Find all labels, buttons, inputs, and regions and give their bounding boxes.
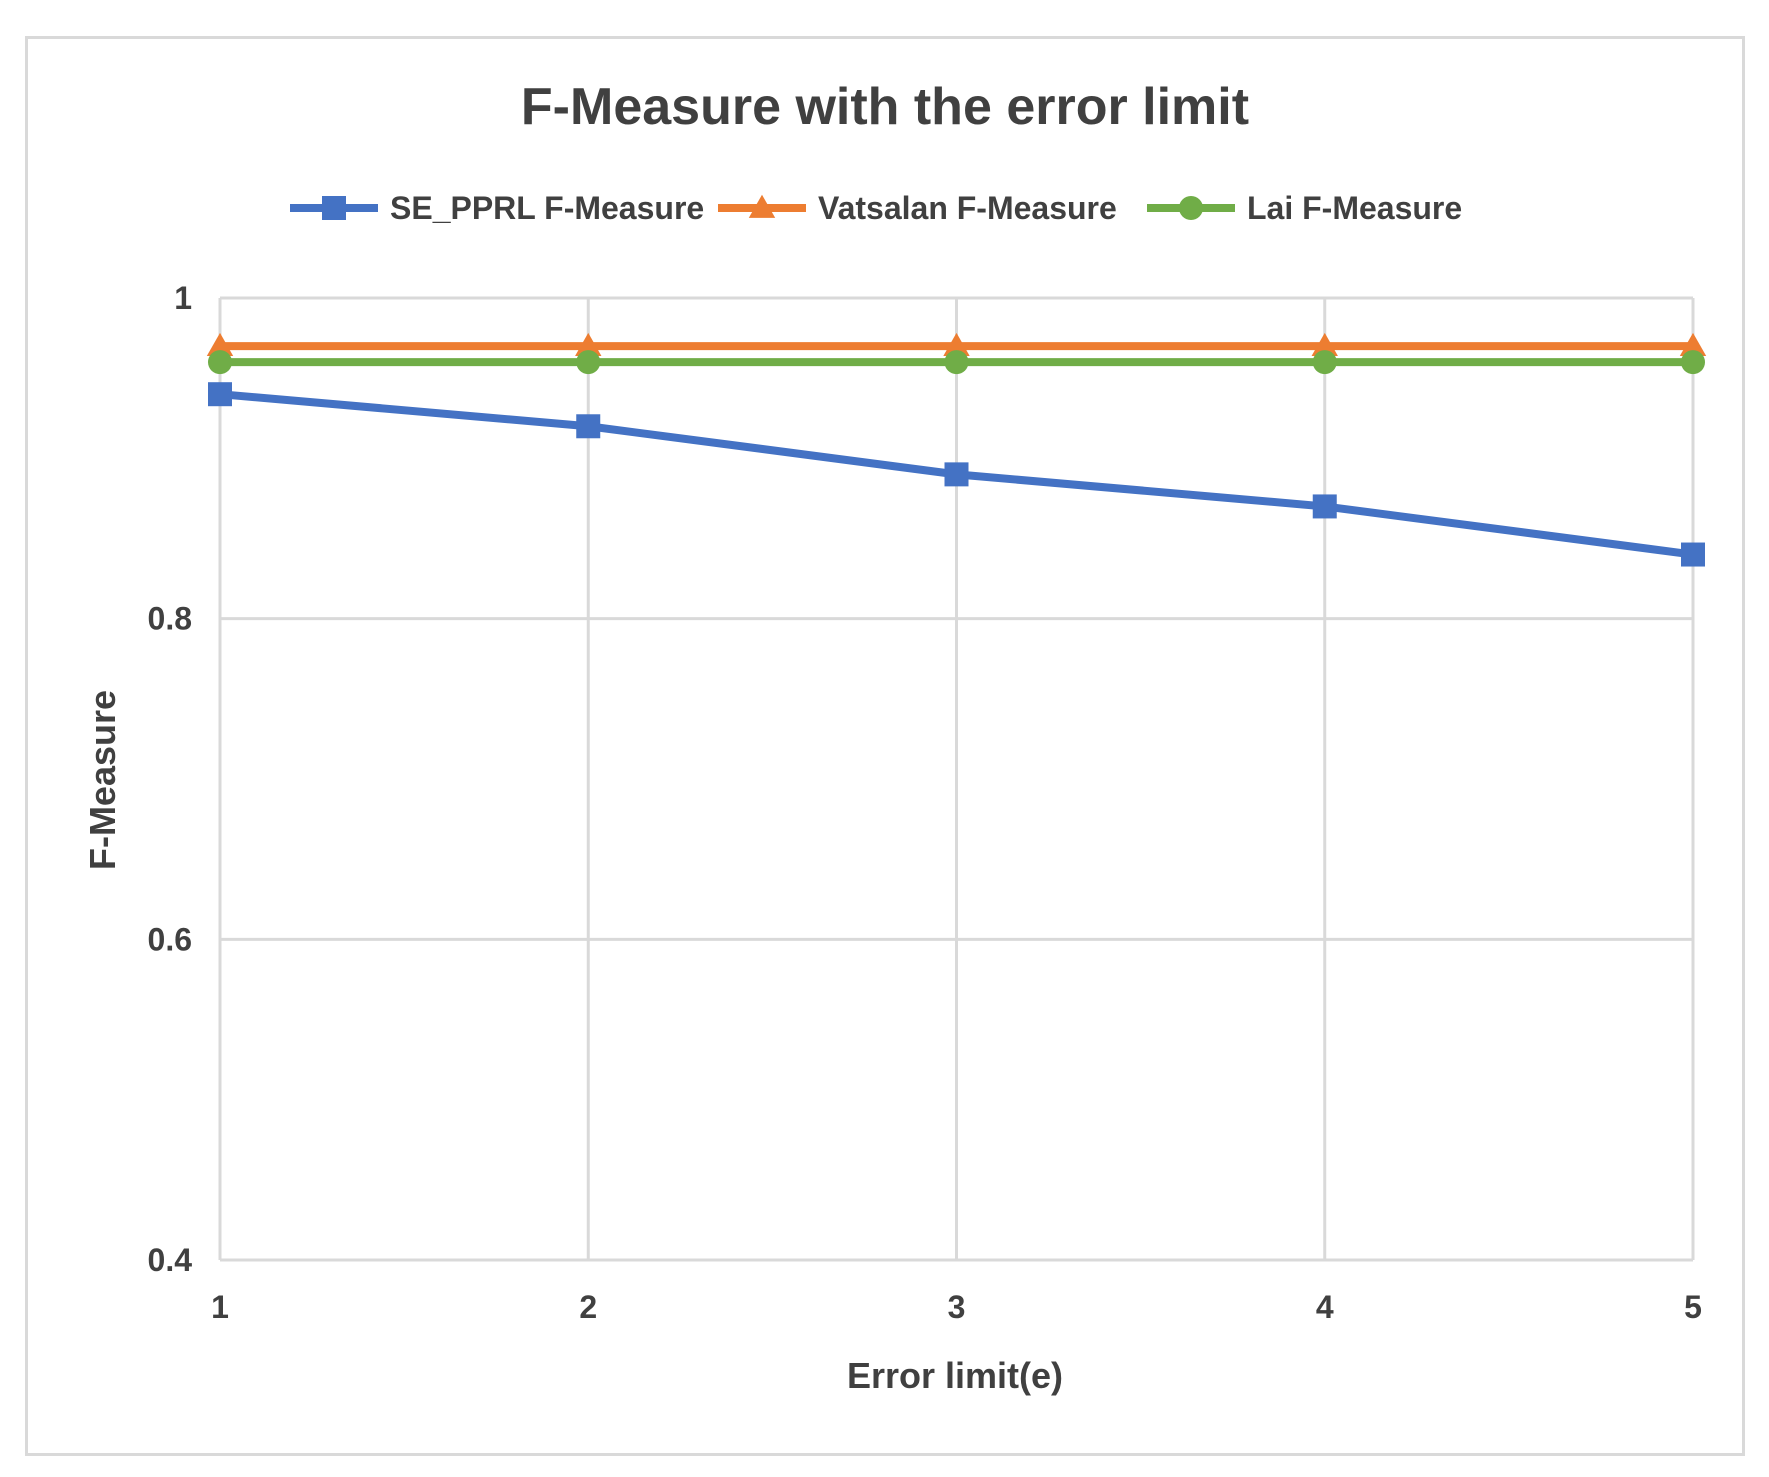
legend-marker xyxy=(1179,196,1203,220)
x-tick-label: 2 xyxy=(579,1289,597,1325)
series-circle xyxy=(208,350,1705,375)
data-point xyxy=(1679,332,1707,356)
chart-title: F-Measure with the error limit xyxy=(521,78,1249,136)
data-point xyxy=(208,350,232,375)
series-square xyxy=(208,382,1705,567)
data-point xyxy=(1312,350,1337,375)
legend-item: SE_PPRL F-Measure xyxy=(290,190,704,226)
gridlines xyxy=(218,296,1695,1262)
x-tick-label: 5 xyxy=(1684,1289,1702,1325)
y-tick-label: 0.6 xyxy=(148,921,192,957)
data-point xyxy=(1681,542,1705,567)
data-point xyxy=(1311,332,1338,356)
legend-label: Vatsalan F-Measure xyxy=(818,190,1117,226)
x-tick-label: 3 xyxy=(948,1289,966,1325)
data-point xyxy=(208,382,232,407)
y-tick-label: 0.4 xyxy=(148,1242,193,1278)
data-point xyxy=(576,414,601,439)
legend-item: Lai F-Measure xyxy=(1147,190,1462,226)
data-point xyxy=(944,350,969,375)
data-point xyxy=(1312,494,1337,519)
x-tick-label: 4 xyxy=(1316,1289,1334,1325)
legend-label: SE_PPRL F-Measure xyxy=(390,190,704,226)
legend: SE_PPRL F-Measure Vatsalan F-Measure Lai F… xyxy=(290,190,1462,226)
data-point xyxy=(943,332,970,356)
y-axis-ticks: 0.4 0.6 0.8 1 xyxy=(148,280,193,1278)
legend-marker xyxy=(322,196,346,220)
x-tick-label: 1 xyxy=(211,1289,229,1325)
data-point xyxy=(576,350,601,375)
data-point xyxy=(575,332,602,356)
x-axis-title: Error limit(e) xyxy=(847,1355,1063,1396)
data-point xyxy=(944,462,969,487)
y-tick-label: 0.8 xyxy=(148,601,192,637)
x-axis-ticks: 1 2 3 4 5 xyxy=(211,1289,1702,1325)
chart-frame xyxy=(25,36,1745,1456)
legend-item: Vatsalan F-Measure xyxy=(718,190,1117,226)
data-point xyxy=(206,332,234,356)
y-tick-label: 1 xyxy=(174,280,192,316)
series-triangle xyxy=(206,332,1707,356)
y-axis-title: F-Measure xyxy=(82,690,123,870)
legend-label: Lai F-Measure xyxy=(1247,190,1462,226)
series-layer xyxy=(206,332,1707,567)
data-point xyxy=(1681,350,1705,375)
legend-marker xyxy=(748,194,776,218)
